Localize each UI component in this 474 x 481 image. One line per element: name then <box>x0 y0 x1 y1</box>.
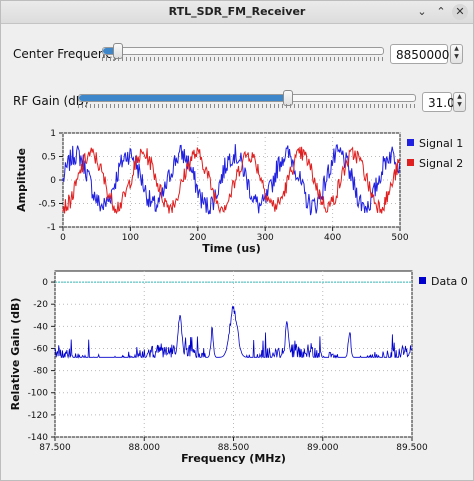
legend-swatch <box>407 139 414 146</box>
center-frequency-spinner[interactable]: ▲ ▼ <box>450 44 463 64</box>
x-axis-label: Time (us) <box>202 242 260 255</box>
y-tick-label: 1 <box>50 129 56 139</box>
signal-1-series <box>62 144 400 216</box>
x-tick-label: 400 <box>324 233 341 243</box>
rf-gain-slider-ticks <box>78 104 416 108</box>
rf-gain-spinner[interactable]: ▲ ▼ <box>453 92 466 112</box>
x-tick-label: 100 <box>122 233 139 243</box>
center-frequency-input[interactable]: 88500000 <box>390 44 457 64</box>
maximize-icon[interactable]: ⌃ <box>436 5 446 18</box>
y-tick-label: 0 <box>50 176 56 186</box>
y-tick-label: -60 <box>33 344 48 354</box>
rf-gain-label: RF Gain (dB) <box>13 94 89 108</box>
window-title: RTL_SDR_FM_Receiver <box>168 5 306 18</box>
y-tick-label: -140 <box>28 433 49 443</box>
x-tick-label: 89.500 <box>396 443 428 453</box>
y-tick-label: -0.5 <box>38 200 56 210</box>
x-tick-label: 88.500 <box>218 443 250 453</box>
y-tick-label: -1 <box>47 223 56 233</box>
x-tick-label: 0 <box>60 233 66 243</box>
x-tick-label: 88.000 <box>129 443 161 453</box>
rf-gain-slider-fill <box>79 95 288 101</box>
x-tick-label: 89.000 <box>307 443 339 453</box>
rf-gain-input[interactable]: 31.0 <box>422 92 455 112</box>
y-axis-label: Amplitude <box>15 148 28 212</box>
minimize-icon[interactable]: ⌄ <box>417 5 427 18</box>
signal-2-series <box>62 146 400 215</box>
legend-swatch <box>419 277 426 284</box>
rf-gain-row: RF Gain (dB) 31.0 ▲ ▼ <box>1 88 473 116</box>
title-bar[interactable]: RTL_SDR_FM_Receiver ⌄ ⌃ ✕ <box>1 1 473 24</box>
x-tick-label: 500 <box>391 233 408 243</box>
center-frequency-slider[interactable] <box>102 43 384 59</box>
x-tick-label: 300 <box>257 233 274 243</box>
x-tick-label: 200 <box>189 233 206 243</box>
legend-label: Signal 2 <box>419 157 463 170</box>
y-tick-label: -120 <box>28 411 49 421</box>
legend-label: Data 0 <box>431 275 468 288</box>
y-tick-label: -80 <box>33 367 48 377</box>
center-frequency-row: Center Frequency 88500000 ▲ ▼ <box>1 41 473 69</box>
y-tick-label: -20 <box>33 300 48 310</box>
data-0-series <box>54 305 413 359</box>
rf-gain-slider[interactable] <box>78 90 416 106</box>
legend-swatch <box>407 159 414 166</box>
center-frequency-label: Center Frequency <box>13 47 120 61</box>
time-domain-plot: 1 0.5 0 -0.5 -1 0 100 200 300 400 500 Time (us) Ampl… <box>15 129 463 255</box>
center-frequency-slider-ticks <box>102 57 384 61</box>
center-frequency-slider-fill <box>103 48 117 54</box>
y-axis-label: Relative Gain (dB) <box>9 298 22 411</box>
x-tick-label: 87.500 <box>39 443 71 453</box>
y-tick-label: 0.5 <box>42 153 56 163</box>
close-icon[interactable]: ✕ <box>452 4 468 20</box>
plot-area <box>54 270 413 438</box>
y-tick-label: 0 <box>42 278 48 288</box>
x-axis-label: Frequency (MHz) <box>181 452 286 465</box>
legend-label: Signal 1 <box>419 137 463 150</box>
y-tick-label: -40 <box>33 322 48 332</box>
y-tick-label: -100 <box>28 389 49 399</box>
